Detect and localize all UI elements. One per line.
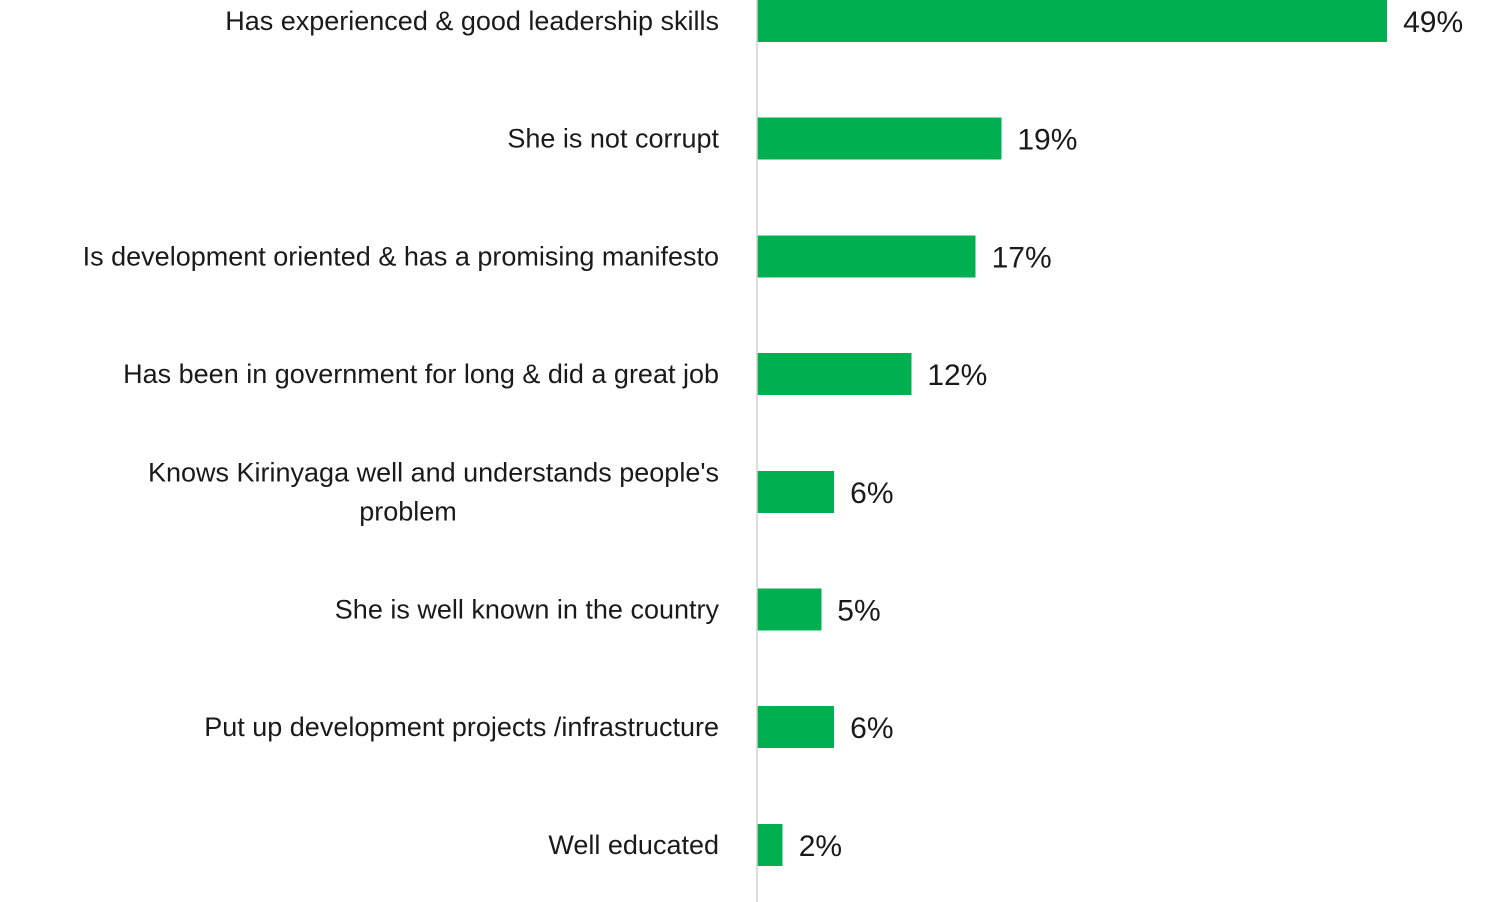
bar [757,0,1388,42]
category-label: Is development oriented & has a promisin… [83,241,719,271]
bar [757,588,822,631]
category-label: She is not corrupt [507,124,719,154]
bar [757,235,976,278]
data-label: 6% [850,477,893,510]
category-label: problem [359,496,457,526]
data-label: 19% [1017,124,1077,157]
value-labels: 49% 19% 17% 12% 6% 5% 6% 2% [799,6,1463,863]
data-label: 49% [1403,6,1463,39]
data-label: 12% [927,359,987,392]
data-label: 6% [850,712,893,745]
category-label: Put up development projects /infrastruct… [204,712,719,742]
data-label: 17% [992,241,1052,274]
category-label: Has experienced & good leadership skills [225,6,719,36]
data-label: 2% [799,830,842,863]
category-label: She is well known in the country [335,595,720,625]
data-label: 5% [837,595,880,628]
category-label: Well educated [548,830,719,860]
bar [757,706,835,749]
category-label: Has been in government for long & did a … [123,359,719,389]
bar [757,353,912,396]
bars-layer [757,0,1388,866]
category-label: Knows Kirinyaga well and understands peo… [148,457,719,487]
bar [757,823,783,866]
bar [757,470,835,513]
category-labels: Has experienced & good leadership skills… [83,6,720,860]
bar [757,117,1002,160]
